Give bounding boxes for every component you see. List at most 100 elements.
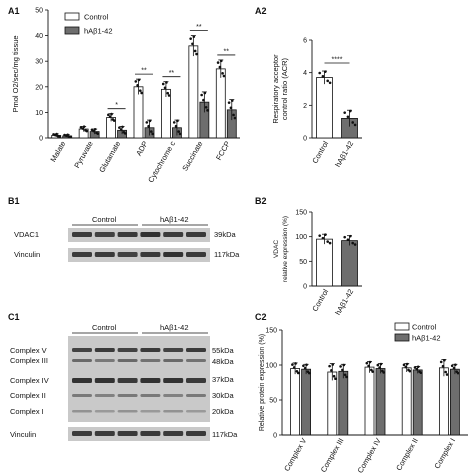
data-point: [108, 115, 112, 119]
blot-row-label: Complex II: [10, 391, 46, 400]
blot-band: [186, 252, 206, 257]
blot-band: [186, 359, 206, 362]
data-point: [123, 132, 127, 135]
category-label: Succinate: [180, 140, 204, 173]
blot-band: [163, 359, 184, 362]
y-axis-label: Pmol O2/sec/mg tissue: [11, 35, 20, 112]
y-tick-label: 6: [303, 38, 307, 45]
blot-band: [94, 252, 115, 257]
data-point: [318, 71, 322, 75]
data-point: [165, 81, 168, 84]
data-point: [324, 70, 327, 73]
legend-label-abeta: hAβ1-42: [84, 27, 113, 36]
data-point: [334, 377, 337, 381]
significance-label: **: [196, 24, 202, 31]
blot-band: [72, 232, 92, 237]
data-point: [107, 113, 110, 117]
data-point: [232, 113, 235, 117]
data-point: [405, 362, 409, 366]
y-tick-label: 100: [295, 234, 307, 241]
data-point: [79, 125, 83, 129]
blot-group-control: Control: [92, 323, 117, 332]
data-point: [145, 121, 149, 124]
bar: [364, 366, 375, 436]
blot-size-label: 48kDa: [212, 357, 235, 366]
data-point: [418, 370, 421, 373]
data-point: [324, 233, 327, 236]
data-point: [203, 91, 207, 95]
data-point: [318, 234, 322, 237]
blot-band: [94, 348, 115, 352]
y-axis-label: control ratio (ACR): [280, 57, 289, 120]
y-tick-label: 50: [299, 259, 307, 266]
data-point: [296, 371, 300, 375]
panel-label-c2: C2: [255, 312, 267, 322]
data-point: [402, 363, 406, 367]
data-point: [81, 127, 85, 130]
data-point: [163, 86, 167, 90]
significance-label: **: [141, 68, 147, 75]
blot-band: [163, 348, 184, 352]
data-point: [84, 129, 87, 132]
y-tick-label: 0: [303, 136, 307, 143]
category-label: Complex IV: [356, 437, 383, 474]
data-point: [150, 130, 153, 133]
data-point: [82, 125, 86, 129]
blot-band: [186, 394, 206, 397]
blot-b1: Control hAβ1-42 VDAC1 39kDa Vinculin 117…: [14, 215, 240, 262]
data-point: [450, 364, 454, 368]
blot-row-label: Vinculin: [10, 430, 36, 439]
category-label: Glutamate: [97, 140, 122, 174]
blot-size-label: 20kDa: [212, 407, 235, 416]
data-point: [137, 78, 141, 82]
chart-A2: 0 2 4 6 Respiratory acceptor control ratio (A…: [271, 38, 362, 169]
data-point: [291, 363, 294, 366]
category-label: Pyruvate: [72, 140, 95, 170]
bar: [290, 368, 301, 436]
data-point: [346, 115, 350, 119]
data-point: [328, 364, 331, 368]
data-point: [345, 375, 348, 379]
blot-row-label: Vinculin: [14, 250, 40, 259]
data-point: [140, 91, 143, 95]
blot-size-label: 37kDa: [212, 375, 235, 384]
data-point: [349, 234, 352, 238]
data-point: [378, 366, 381, 369]
blot-band: [117, 232, 138, 237]
data-point: [222, 74, 226, 78]
legend-swatch-control: [64, 12, 80, 21]
data-point: [195, 52, 198, 56]
blot-band: [140, 394, 161, 397]
blot-band: [72, 394, 92, 397]
y-tick-label: 0: [39, 136, 43, 143]
y-axis-label: Respiratory acceptor: [271, 54, 280, 124]
data-point: [445, 373, 449, 376]
category-label: Cytochrome c: [146, 139, 177, 184]
bar: [375, 368, 386, 436]
data-point: [118, 126, 121, 129]
data-point: [351, 121, 355, 124]
bar: [301, 368, 312, 436]
blot-band: [163, 410, 184, 413]
y-tick-label: 2: [303, 103, 307, 110]
category-label: Control: [310, 139, 330, 165]
bar: [449, 368, 460, 436]
data-point: [452, 366, 456, 370]
bar: [338, 370, 349, 436]
blot-strip: [68, 248, 210, 262]
blot-band: [72, 252, 92, 257]
data-point: [167, 94, 171, 97]
blot-band: [163, 431, 184, 436]
blot-band: [117, 394, 138, 397]
data-point: [219, 59, 223, 63]
data-point: [112, 119, 116, 122]
data-point: [174, 124, 178, 128]
bar: [341, 240, 358, 287]
data-point: [55, 132, 58, 136]
bar: [327, 371, 338, 436]
data-point: [382, 371, 385, 374]
data-point: [193, 49, 197, 53]
category-label: Complex I: [432, 437, 457, 471]
data-point: [413, 366, 417, 369]
